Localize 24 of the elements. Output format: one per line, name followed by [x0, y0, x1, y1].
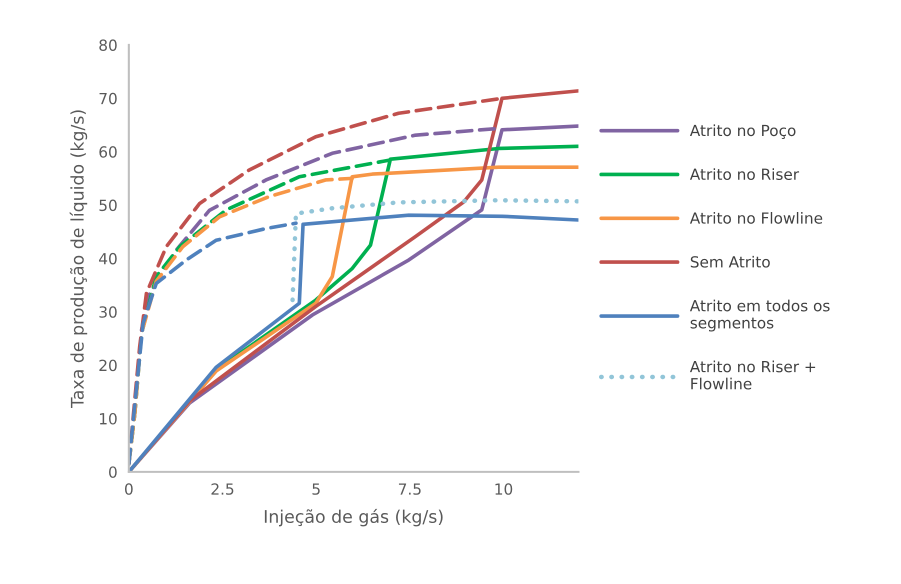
- legend-label: Atrito no Poço: [690, 124, 796, 139]
- y-tick-label: 70: [100, 92, 117, 104]
- legend-label: Atrito no Riser + Flowline: [690, 360, 816, 390]
- line-series: [290, 198, 578, 302]
- y-tick-label: 0: [109, 466, 117, 478]
- y-tick-label: 50: [99, 200, 117, 212]
- x-tick-label: 10: [495, 483, 512, 495]
- x-tick-label: 0: [124, 483, 133, 495]
- legend-label: Atrito no Riser: [690, 168, 800, 180]
- x-tick-label: 2.5: [211, 483, 234, 495]
- y-tick-label: 10: [100, 412, 117, 425]
- x-tick-label: 7.5: [398, 483, 421, 495]
- x-axis-title: Injeção de gás (kg/s): [264, 508, 443, 526]
- legend-label: Atrito em todos os segmentos: [690, 300, 830, 332]
- y-tick-label: 60: [99, 146, 117, 158]
- legend-label: Atrito no Flowline: [690, 212, 822, 224]
- x-tick-label: 5: [312, 483, 320, 495]
- line-series: [128, 221, 298, 466]
- y-tick-label: 30: [99, 306, 117, 318]
- y-tick-label: 40: [99, 252, 117, 264]
- y-axis-title: Taxa de produção de líquido (kg/s): [70, 110, 88, 408]
- y-tick-label: 80: [99, 39, 117, 51]
- legend-label: Sem Atrito: [690, 256, 770, 268]
- y-tick-label: 20: [99, 360, 117, 372]
